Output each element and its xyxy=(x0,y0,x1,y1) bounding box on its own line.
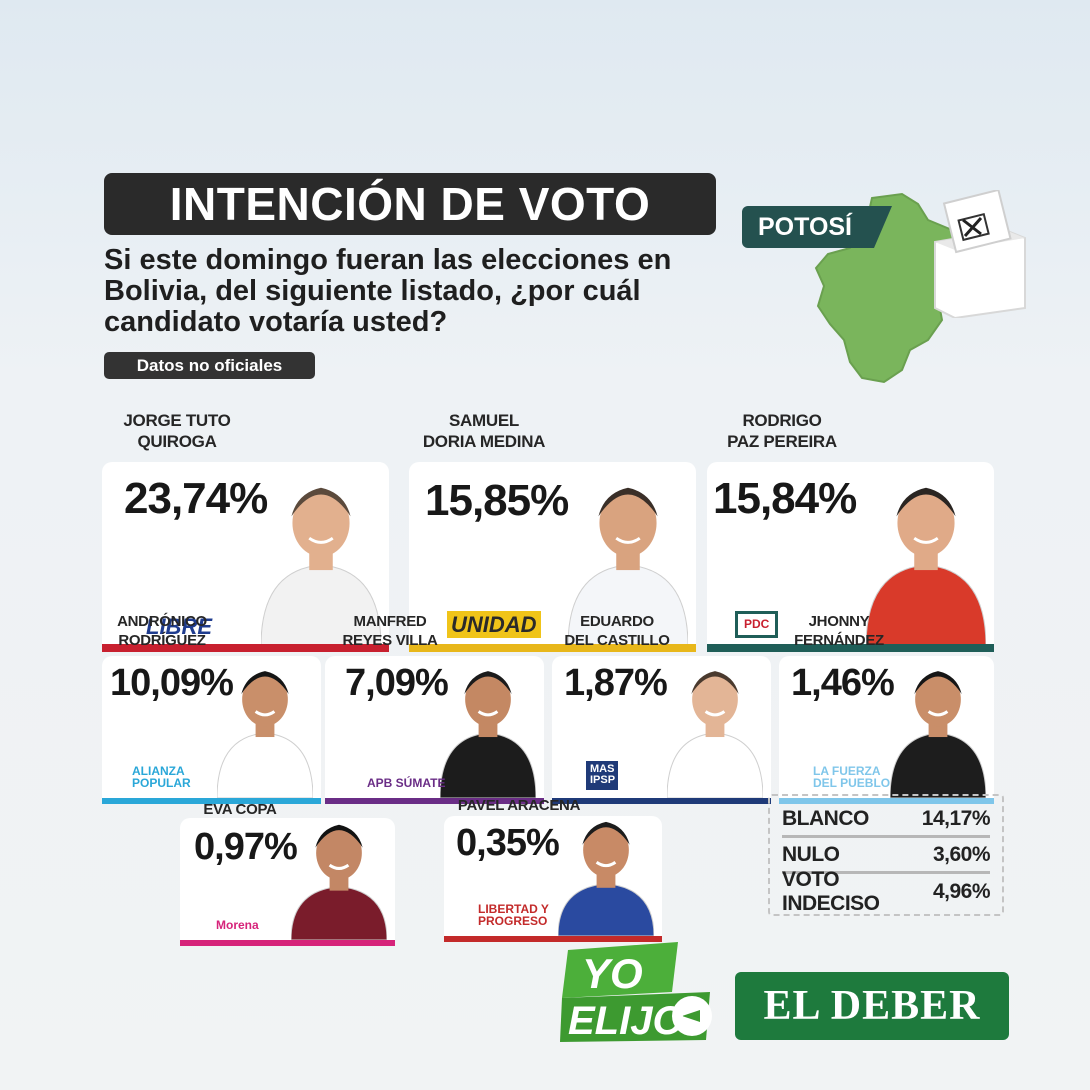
candidate-card: 15,85% UNIDAD xyxy=(409,462,696,652)
data-label: 0,35% xyxy=(456,822,560,864)
candidate-photo-icon xyxy=(291,824,387,940)
party-color-bar xyxy=(102,644,389,652)
candidate-name: JHONNY FERNÁNDEZ xyxy=(794,613,884,649)
data-label: 10,09% xyxy=(110,662,234,704)
candidate-name: EDUARDO DEL CASTILLO xyxy=(564,613,670,649)
candidate-photo-icon xyxy=(568,487,688,646)
other-row-null: NULO 3,60% xyxy=(782,838,991,874)
candidate-card: 23,74% LIBRE xyxy=(102,462,389,652)
party-logo: LIBERTAD Y PROGRESO xyxy=(478,901,549,929)
data-label: 23,74% xyxy=(124,474,268,523)
party-logo: LIBRE xyxy=(146,613,212,639)
page-title: INTENCIÓN DE VOTO xyxy=(104,173,716,235)
candidate-photo-icon xyxy=(866,487,986,646)
data-label: 15,85% xyxy=(425,476,569,525)
other-row-undecided: VOTO INDECISO 4,96% xyxy=(782,868,991,915)
candidate-card: 15,84% PDC xyxy=(707,462,994,652)
party-color-bar xyxy=(444,936,662,942)
candidate-card: 1,87% MAS IPSP xyxy=(552,656,771,804)
candidate-card: 0,35% LIBERTAD Y PROGRESO xyxy=(444,816,662,942)
ballot-box-icon xyxy=(934,190,1026,318)
party-color-bar xyxy=(779,798,994,804)
yo-elijo-line2: ELIJO xyxy=(568,999,684,1042)
candidate-item: MANFRED REYES VILLA 7,09% APB SÚMATE xyxy=(325,612,544,804)
candidate-photo-icon xyxy=(890,671,986,798)
data-label: 0,97% xyxy=(194,826,298,868)
party-color-bar xyxy=(552,798,771,804)
candidate-name: RODRIGO PAZ PEREIRA xyxy=(727,411,837,451)
candidate-photo-icon xyxy=(667,671,763,798)
party-color-bar xyxy=(325,798,544,804)
candidate-card: 7,09% APB SÚMATE xyxy=(325,656,544,804)
party-logo: PDC xyxy=(735,611,779,638)
party-logo: ALIANZA POPULAR xyxy=(132,763,191,791)
candidate-item: EDUARDO DEL CASTILLO 1,87% MAS IPSP xyxy=(552,612,771,804)
candidate-item: EVA COPA 0,97% Morena xyxy=(180,796,395,946)
candidate-card: 1,46% LA FUERZA DEL PUEBLO xyxy=(779,656,994,804)
other-value: 3,60% xyxy=(932,842,991,866)
party-logo: APB SÚMATE xyxy=(367,776,446,791)
yo-elijo-line1: YO xyxy=(582,950,643,997)
data-label: 1,87% xyxy=(564,662,668,704)
data-label: 15,84% xyxy=(713,474,857,523)
other-label: NULO xyxy=(782,842,840,866)
candidate-photo-icon xyxy=(261,487,381,646)
candidate-card: 0,97% Morena xyxy=(180,818,395,946)
other-value: 4,96% xyxy=(932,880,991,903)
other-row-blank: BLANCO 14,17% xyxy=(782,802,991,838)
candidate-item: ANDRÓNICO RODRÍGUEZ 10,09% ALIANZA POPULAR xyxy=(102,612,321,804)
survey-question: Si este domingo fueran las elecciones en… xyxy=(104,244,672,338)
party-logo: Morena xyxy=(216,918,259,933)
other-value: 14,17% xyxy=(921,806,991,830)
party-logo: LA FUERZA DEL PUEBLO xyxy=(813,763,891,791)
data-label: 7,09% xyxy=(345,662,449,704)
region-label: POTOSÍ xyxy=(742,206,892,248)
candidate-name: MANFRED REYES VILLA xyxy=(342,613,438,649)
candidate-name: EVA COPA xyxy=(203,801,277,818)
other-votes-table: BLANCO 14,17% NULO 3,60% VOTO INDECISO 4… xyxy=(768,794,1004,916)
candidate-item: JHONNY FERNÁNDEZ 1,46% LA FUERZA DEL PUEBL… xyxy=(779,612,994,804)
candidate-item: JORGE TUTO QUIROGA 23,74% LIBRE xyxy=(102,410,389,652)
el-deber-logo: EL DEBER xyxy=(735,972,1009,1040)
disclaimer-badge: Datos no oficiales xyxy=(104,352,315,379)
party-color-bar xyxy=(707,644,994,652)
party-color-bar xyxy=(180,940,395,946)
candidate-name: PAVEL ARACENA xyxy=(457,797,581,814)
candidate-item: RODRIGO PAZ PEREIRA 15,84% PDC xyxy=(707,410,994,652)
candidate-photo-icon xyxy=(440,671,536,798)
party-color-bar xyxy=(102,798,321,804)
party-logo: UNIDAD xyxy=(447,610,541,638)
candidate-card: 10,09% ALIANZA POPULAR xyxy=(102,656,321,804)
candidate-photo-icon xyxy=(217,671,313,798)
party-logo: MAS IPSP xyxy=(586,760,618,790)
other-label: VOTO INDECISO xyxy=(782,868,880,915)
candidate-name: SAMUEL DORIA MEDINA xyxy=(422,411,546,451)
candidate-photo-icon xyxy=(558,821,654,936)
party-color-bar xyxy=(409,644,696,652)
candidate-name: ANDRÓNICO RODRÍGUEZ xyxy=(117,613,207,649)
candidate-name: JORGE TUTO QUIROGA xyxy=(123,411,231,451)
yo-elijo-logo: YO ELIJO xyxy=(560,942,712,1042)
candidate-item: SAMUEL DORIA MEDINA 15,85% UNIDAD xyxy=(409,410,696,652)
data-label: 1,46% xyxy=(791,662,895,704)
candidate-item: PAVEL ARACENA 0,35% LIBERTAD Y PROGRESO xyxy=(444,792,662,942)
other-label: BLANCO xyxy=(782,806,869,830)
